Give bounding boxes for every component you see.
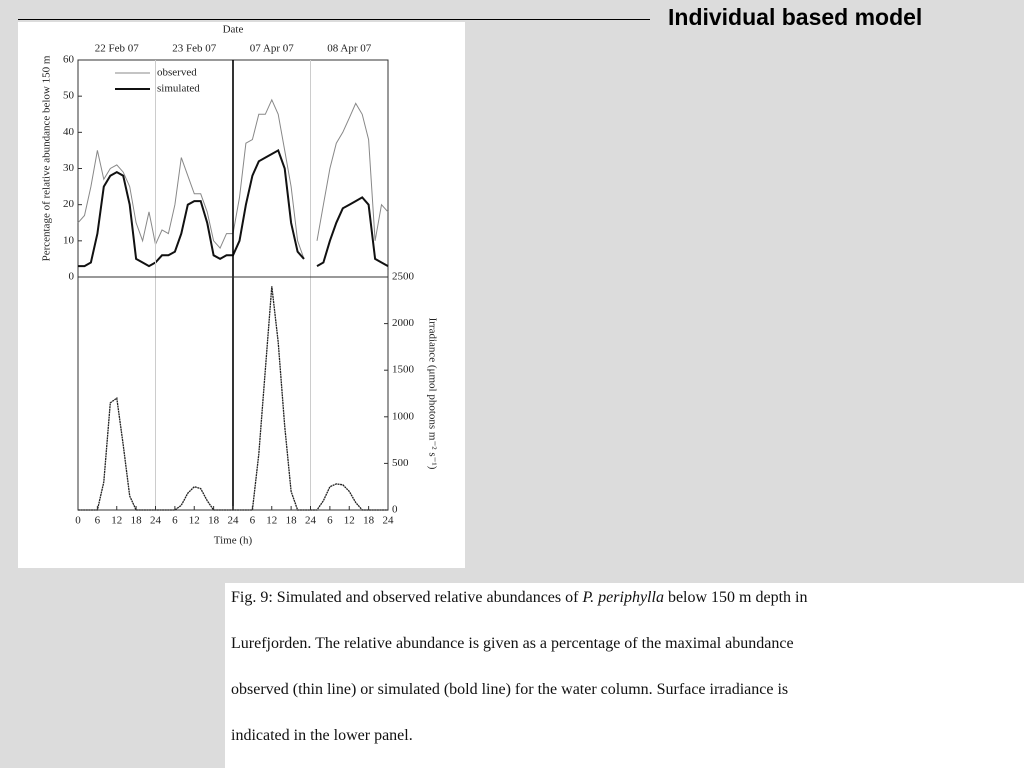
- slide-title: Individual based model: [668, 4, 923, 30]
- y-tick-label: 20: [63, 198, 75, 210]
- x-tick-label: 12: [266, 515, 277, 527]
- y-tick-label: 50: [63, 90, 75, 102]
- date-label: 07 Apr 07: [250, 43, 295, 55]
- x-tick-label: 6: [327, 515, 333, 527]
- y2-tick-label: 0: [392, 504, 398, 516]
- x-tick-label: 12: [111, 515, 122, 527]
- date-label: 23 Feb 07: [172, 43, 217, 55]
- caption-line: indicated in the lower panel.: [231, 727, 413, 744]
- x-tick-label: 6: [172, 515, 178, 527]
- x-axis-title: Time (h): [214, 535, 253, 547]
- x-tick-label: 12: [344, 515, 355, 527]
- y-tick-label: 40: [63, 126, 75, 138]
- caption: Fig. 9: Simulated and observed relative …: [225, 583, 1024, 768]
- x-tick-label: 24: [150, 515, 162, 527]
- y2-tick-label: 2000: [392, 317, 415, 329]
- caption-text: Fig. 9: Simulated and observed relative …: [231, 589, 583, 606]
- x-axis-title-top: Date: [223, 24, 244, 36]
- x-tick-label: 24: [383, 515, 395, 527]
- x-tick-label: 6: [95, 515, 101, 527]
- date-label: 08 Apr 07: [327, 43, 372, 55]
- date-label: 22 Feb 07: [95, 43, 140, 55]
- series-line: [77, 98, 389, 260]
- caption-text: below 150 m depth in: [663, 589, 808, 606]
- caption-line: Fig. 9: Simulated and observed relative …: [231, 589, 808, 607]
- legend-label: simulated: [157, 83, 200, 95]
- caption-species: P. periphylla: [582, 589, 664, 606]
- y-tick-label: 60: [63, 54, 75, 66]
- x-tick-label: 18: [286, 515, 298, 527]
- x-tick-label: 18: [131, 515, 143, 527]
- series-line: [78, 148, 389, 268]
- x-tick-label: 0: [75, 515, 81, 527]
- caption-line: Lurefjorden. The relative abundance is g…: [231, 635, 794, 652]
- x-tick-label: 24: [228, 515, 240, 527]
- legend-label: observed: [157, 67, 197, 79]
- x-tick-label: 18: [208, 515, 220, 527]
- y2-tick-label: 1500: [392, 364, 415, 376]
- x-tick-label: 18: [363, 515, 375, 527]
- x-tick-label: 24: [305, 515, 317, 527]
- y-tick-label: 0: [69, 271, 75, 283]
- y2-tick-label: 2500: [392, 271, 415, 283]
- caption-line: observed (thin line) or simulated (bold …: [231, 681, 789, 698]
- y-tick-label: 30: [63, 162, 75, 174]
- y2-axis-title: Irradiance (μmol photons m⁻² s⁻¹): [426, 318, 438, 470]
- x-tick-label: 6: [250, 515, 256, 527]
- figure: 0 10 20 30 40 50 60 22 Feb 07 23 Feb 07 07 Apr 07…: [18, 22, 465, 568]
- header-rule: [18, 19, 650, 20]
- x-tick-label: 12: [189, 515, 200, 527]
- y2-tick-label: 1000: [392, 410, 415, 422]
- y-tick-label: 10: [63, 234, 75, 246]
- y-axis-title: Percentage of relative abundance below 1…: [41, 55, 53, 261]
- y2-tick-label: 500: [392, 457, 409, 469]
